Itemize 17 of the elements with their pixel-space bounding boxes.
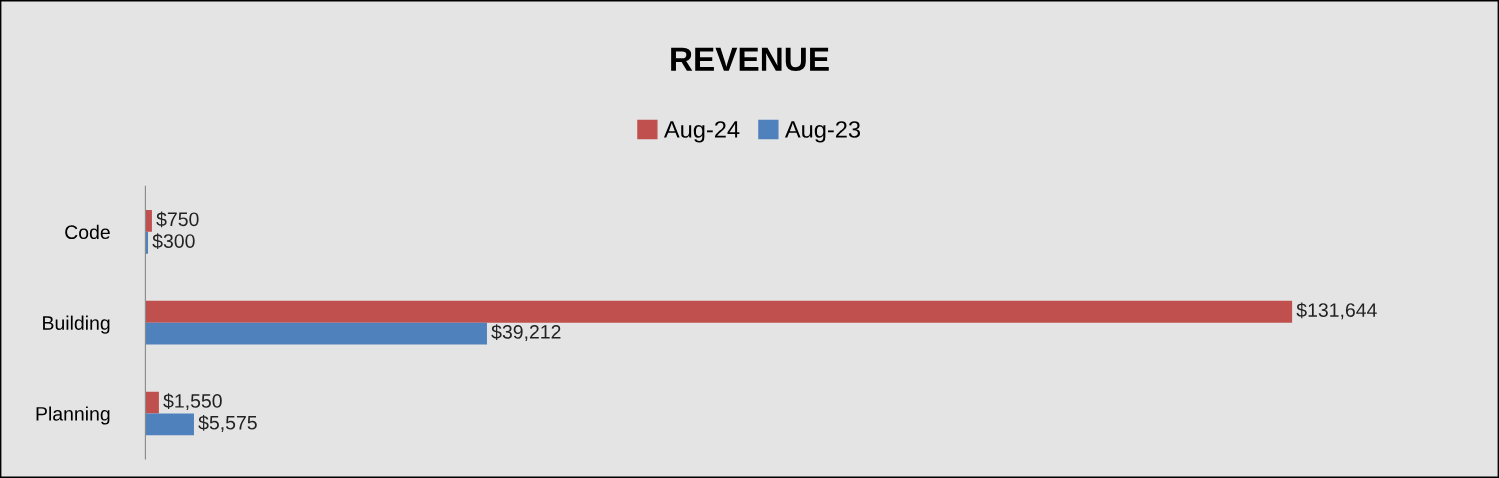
bar <box>145 210 152 232</box>
y-tick-label: Code <box>65 224 110 240</box>
y-tick-label: Planning <box>36 406 110 425</box>
data-label: $300 <box>152 233 195 250</box>
chart-title: REVENUE <box>671 47 829 72</box>
bar <box>145 391 159 414</box>
data-label: $750 <box>156 211 199 228</box>
bar <box>145 322 487 345</box>
legend-label: Aug-23 <box>784 121 861 143</box>
data-label: $1,550 <box>163 393 222 411</box>
legend-label: Aug-24 <box>663 121 740 143</box>
data-label: $131,644 <box>1296 302 1377 320</box>
y-tick-label: Building <box>43 315 110 334</box>
bar <box>145 300 1293 323</box>
data-label: $5,575 <box>198 415 257 432</box>
data-label: $39,212 <box>491 324 561 342</box>
bar <box>145 413 194 436</box>
